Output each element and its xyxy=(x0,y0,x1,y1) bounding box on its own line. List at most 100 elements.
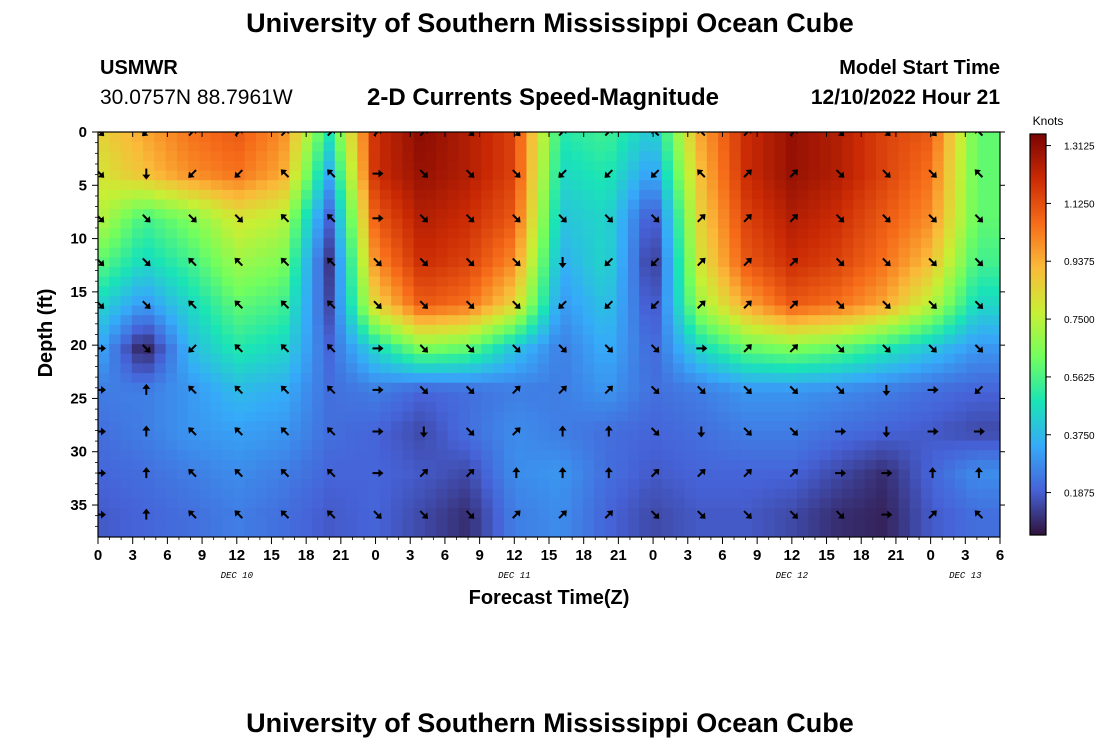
heatmap-cell xyxy=(368,508,381,519)
heatmap-cell xyxy=(864,344,877,355)
heatmap-cell xyxy=(391,479,404,490)
heatmap-cell xyxy=(774,459,787,471)
heatmap-cell xyxy=(447,295,460,307)
heatmap-cell xyxy=(706,430,719,442)
heatmap-cell xyxy=(447,209,460,220)
heatmap-cell xyxy=(853,450,866,461)
heatmap-cell xyxy=(154,160,167,172)
heatmap-cell xyxy=(154,353,167,365)
heatmap-cell xyxy=(661,247,674,258)
heatmap-cell xyxy=(458,498,471,509)
heatmap-cell xyxy=(98,373,110,384)
heatmap-cell xyxy=(661,295,674,307)
heatmap-cell xyxy=(413,382,426,393)
heatmap-cell xyxy=(673,344,685,355)
heatmap-cell xyxy=(864,228,877,239)
heatmap-cell xyxy=(199,257,212,268)
heatmap-cell xyxy=(954,527,967,537)
heatmap-cell xyxy=(616,180,629,191)
heatmap-cell xyxy=(966,257,979,268)
heatmap-cell xyxy=(537,392,550,403)
heatmap-cell xyxy=(402,180,415,191)
heatmap-cell xyxy=(909,450,922,461)
heatmap-cell xyxy=(526,228,539,239)
heatmap-cell xyxy=(436,160,449,172)
heatmap-cell xyxy=(616,334,629,345)
heatmap-cell xyxy=(932,247,945,258)
heatmap-cell xyxy=(515,488,528,500)
heatmap-cell xyxy=(526,430,539,442)
heatmap-cell xyxy=(413,334,426,345)
current-vector xyxy=(98,132,105,137)
heatmap-cell xyxy=(515,373,528,384)
heatmap-cell xyxy=(143,305,155,316)
heatmap-cell xyxy=(492,402,505,413)
heatmap-cell xyxy=(188,209,201,220)
heatmap-cell xyxy=(323,199,336,210)
heatmap-cell xyxy=(988,305,1000,316)
heatmap-cell xyxy=(233,479,246,490)
heatmap-cell xyxy=(323,170,336,181)
heatmap-cell xyxy=(594,382,606,393)
heatmap-cell xyxy=(921,527,933,537)
heatmap-cell xyxy=(684,295,697,307)
heatmap-cell xyxy=(684,373,697,384)
heatmap-cell xyxy=(154,459,167,471)
heatmap-cell xyxy=(977,508,990,519)
heatmap-cell xyxy=(176,411,189,422)
heatmap-cell xyxy=(898,218,911,230)
current-vector xyxy=(234,385,244,395)
heatmap-cell xyxy=(300,344,313,355)
heatmap-cell xyxy=(774,228,787,239)
heatmap-cell xyxy=(966,488,979,500)
heatmap-cell xyxy=(988,373,1000,384)
footer-title: University of Southern Mississippi Ocean… xyxy=(246,708,854,738)
heatmap-cell xyxy=(808,315,821,326)
heatmap-cell xyxy=(808,218,821,230)
heatmap-cell xyxy=(774,421,787,432)
heatmap-cell xyxy=(977,276,990,287)
heatmap-cell xyxy=(526,440,539,451)
heatmap-cell xyxy=(582,305,595,316)
heatmap-cell xyxy=(143,402,155,413)
heatmap-cell xyxy=(684,479,697,490)
heatmap-cell xyxy=(695,459,708,471)
heatmap-cell xyxy=(503,459,516,471)
heatmap-cell xyxy=(413,180,426,191)
heatmap-cell xyxy=(199,344,212,355)
heatmap-cell xyxy=(571,382,584,393)
heatmap-cell xyxy=(176,450,189,461)
heatmap-cell xyxy=(751,508,764,519)
heatmap-cell xyxy=(109,199,122,210)
heatmap-cell xyxy=(120,508,133,519)
heatmap-cell xyxy=(154,199,167,210)
heatmap-cell xyxy=(887,469,900,480)
heatmap-cell xyxy=(797,247,809,258)
heatmap-cell xyxy=(199,382,212,393)
heatmap-cell xyxy=(278,402,291,413)
heatmap-cell xyxy=(222,132,234,143)
heatmap-cell xyxy=(222,305,234,316)
heatmap-cell xyxy=(391,517,404,528)
heatmap-cell xyxy=(932,344,945,355)
current-vector xyxy=(142,508,151,520)
current-vector xyxy=(928,214,937,223)
heatmap-cell xyxy=(616,459,629,471)
heatmap-cell xyxy=(853,170,866,181)
heatmap-cell xyxy=(368,276,381,287)
heatmap-cell xyxy=(334,286,347,297)
heatmap-cell xyxy=(718,498,731,509)
heatmap-cell xyxy=(977,488,990,500)
heatmap-cell xyxy=(774,315,787,326)
heatmap-cell xyxy=(966,440,979,451)
heatmap-cell xyxy=(751,498,764,509)
heatmap-cell xyxy=(571,141,584,152)
heatmap-cell xyxy=(255,324,268,336)
heatmap-cell xyxy=(842,315,855,326)
heatmap-cell xyxy=(233,189,246,201)
heatmap-cell xyxy=(684,430,697,442)
heatmap-cell xyxy=(244,353,257,365)
heatmap-cell xyxy=(391,286,404,297)
heatmap-cell xyxy=(402,247,415,258)
heatmap-cell xyxy=(481,141,494,152)
